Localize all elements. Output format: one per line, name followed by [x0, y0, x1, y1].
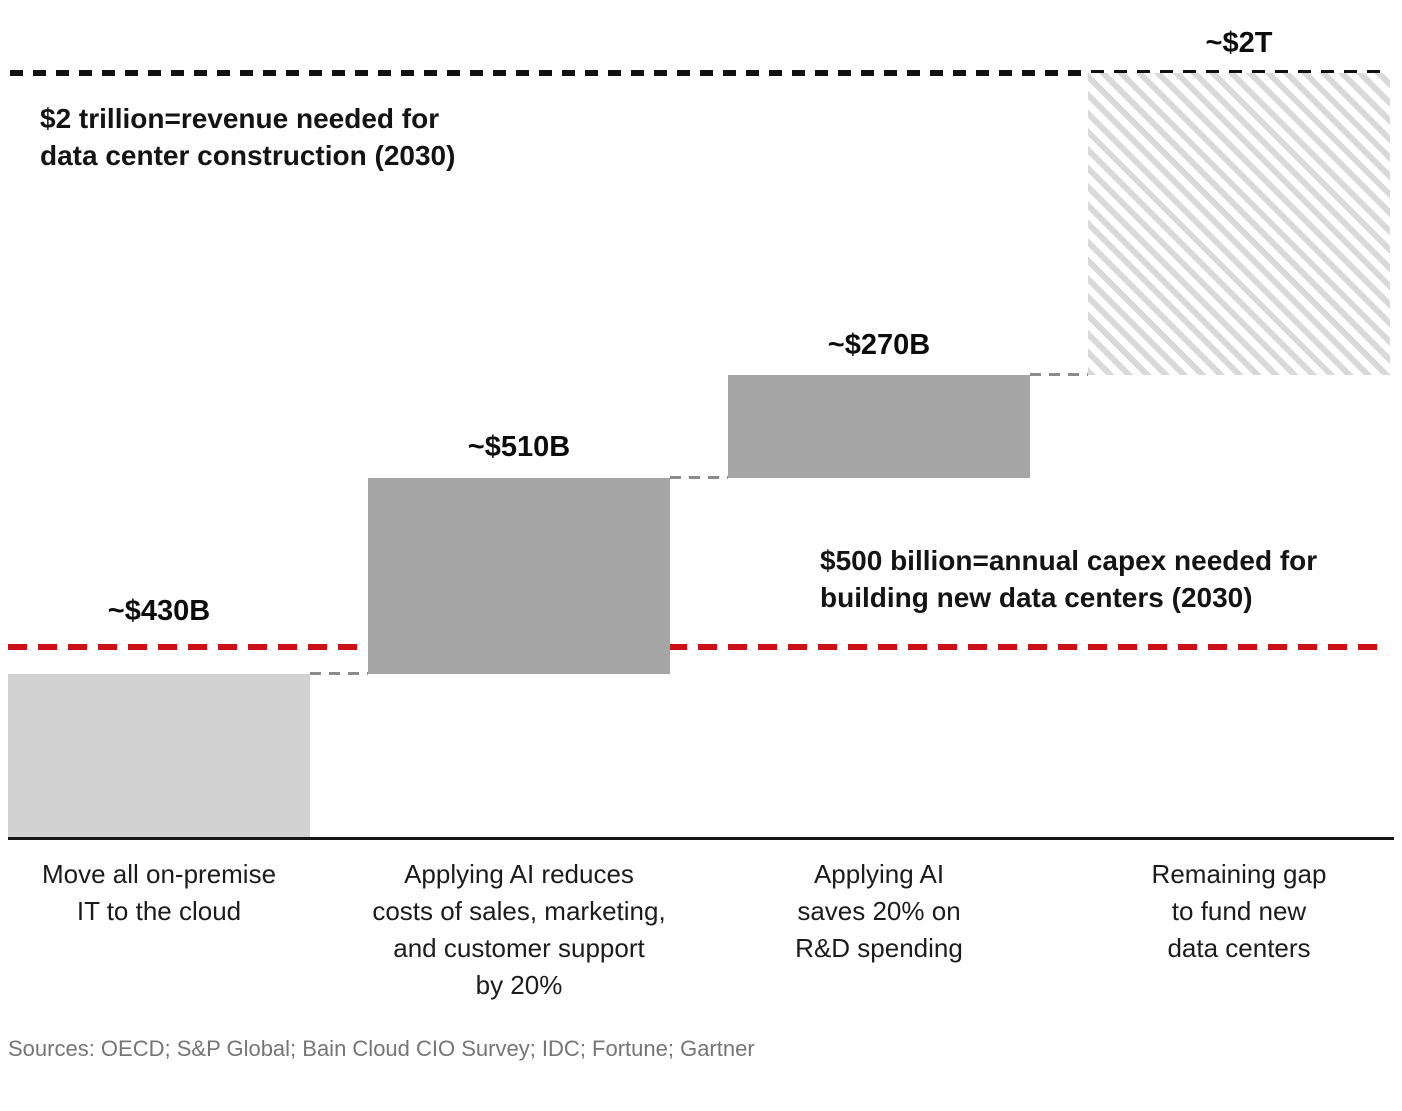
bar-remaining-gap: [1088, 73, 1390, 376]
connector-bar2-bar3: [670, 476, 728, 480]
target-line-2t: [10, 70, 1390, 76]
category-label-ai-rd-savings: Applying AI saves 20% on R&D spending: [795, 859, 963, 963]
connector-bar3-bar4: [1030, 373, 1088, 377]
category-label-ai-sales-marketing: Applying AI reduces costs of sales, mark…: [372, 859, 666, 1000]
value-label-510b: ~$510B: [467, 431, 571, 464]
bar-ai-sales-marketing: [368, 478, 670, 674]
x-axis-line: [8, 837, 1394, 840]
source-note: Sources: OECD; S&P Global; Bain Cloud CI…: [8, 1036, 755, 1061]
capex-line-500b: [8, 643, 1382, 650]
value-label-2t: ~$2T: [1205, 27, 1273, 59]
value-label-270b: ~$270B: [827, 329, 931, 362]
bar-cloud-migration: [8, 673, 310, 838]
category-label-remaining-gap: Remaining gap to fund new data centers: [1151, 859, 1327, 963]
value-label-430b: ~$430B: [107, 594, 211, 627]
bar-ai-rd-savings: [728, 375, 1030, 479]
annotation-2t-revenue: $2 trillion=revenue needed for data cent…: [40, 103, 456, 171]
category-label-cloud-migration: Move all on-premise IT to the cloud: [41, 859, 277, 926]
annotation-500b-capex: $500 billion=annual capex needed for bui…: [820, 545, 1318, 613]
connector-bar1-bar2: [310, 671, 368, 675]
